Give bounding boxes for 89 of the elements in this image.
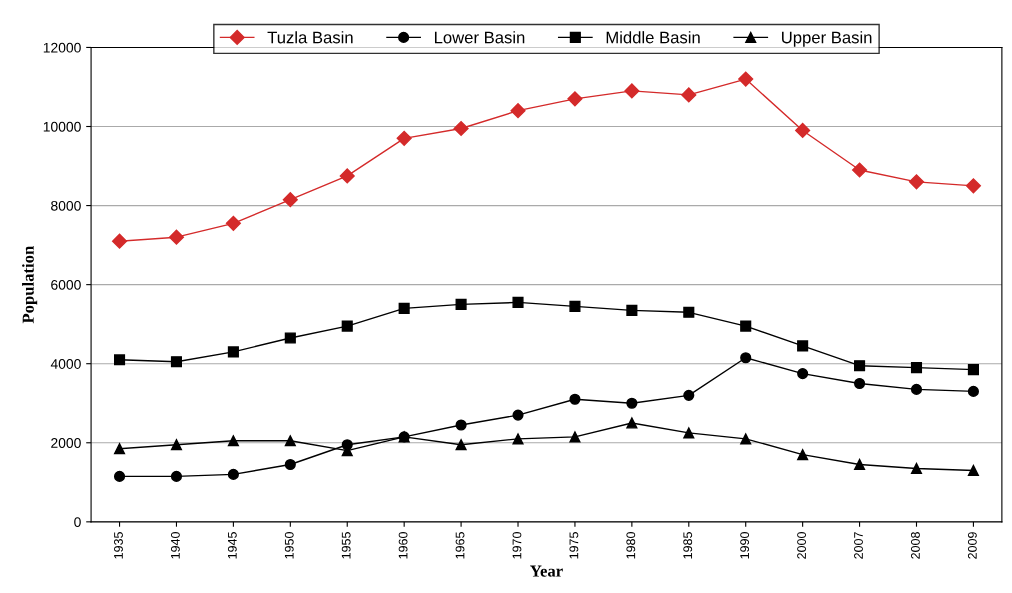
legend-label: Tuzla Basin xyxy=(267,31,353,44)
point xyxy=(170,439,183,451)
point xyxy=(512,296,524,308)
point xyxy=(569,300,581,312)
point xyxy=(284,435,296,447)
point xyxy=(341,320,353,332)
point xyxy=(455,419,467,431)
x-tick-label: 1985 xyxy=(683,532,693,559)
point xyxy=(967,385,979,397)
x-tick-label: 2000 xyxy=(797,532,806,559)
x-tick-label: 1975 xyxy=(569,532,579,559)
x-tick-label: 2007 xyxy=(854,532,863,559)
y-tick-label: 0 xyxy=(74,517,81,528)
point xyxy=(453,120,469,137)
point xyxy=(339,168,355,184)
point xyxy=(227,346,239,358)
point xyxy=(683,427,695,439)
y-tick-label: 2000 xyxy=(51,438,81,448)
point xyxy=(967,364,979,376)
point xyxy=(797,340,809,352)
point xyxy=(626,304,638,316)
y-tick-label: 6000 xyxy=(51,279,81,290)
point xyxy=(455,439,467,451)
y-axis-title: Population xyxy=(22,245,38,324)
point xyxy=(624,83,640,99)
x-tick-label: 1965 xyxy=(455,532,465,559)
point xyxy=(567,91,583,107)
point xyxy=(512,433,524,445)
point xyxy=(113,443,126,455)
point xyxy=(797,449,809,461)
x-tick-label: 1960 xyxy=(398,532,408,559)
x-tick-label: 1970 xyxy=(512,532,522,559)
point xyxy=(398,302,410,314)
point xyxy=(795,122,811,139)
point xyxy=(396,130,412,146)
point xyxy=(738,71,754,87)
point xyxy=(111,233,128,249)
point xyxy=(851,162,868,178)
point xyxy=(569,393,581,405)
point xyxy=(740,352,752,364)
point xyxy=(284,332,296,344)
point xyxy=(740,433,752,445)
point xyxy=(740,320,752,332)
point xyxy=(908,174,925,190)
point xyxy=(683,389,695,401)
point xyxy=(910,362,923,374)
x-tick-label: 1935 xyxy=(114,532,123,559)
x-tick-label: 1945 xyxy=(227,532,237,559)
point xyxy=(854,360,866,372)
point xyxy=(284,458,296,471)
point xyxy=(854,458,866,471)
point xyxy=(282,192,298,208)
legend-label: Middle Basin xyxy=(606,31,700,44)
point xyxy=(455,298,467,310)
point xyxy=(170,470,183,482)
x-tick-label: 1940 xyxy=(170,532,180,559)
point xyxy=(512,409,524,421)
x-tick-label: 1980 xyxy=(626,532,636,559)
point xyxy=(510,103,526,119)
x-tick-label: 1955 xyxy=(341,532,351,559)
point xyxy=(854,377,866,390)
point xyxy=(569,431,581,443)
point xyxy=(626,397,638,409)
point xyxy=(225,215,241,231)
point xyxy=(683,306,695,318)
point xyxy=(168,229,185,245)
point xyxy=(227,468,239,480)
x-tick-label: 2008 xyxy=(911,532,920,559)
legend-label: Upper Basin xyxy=(782,31,872,47)
point xyxy=(967,464,979,477)
y-tick-label: 10000 xyxy=(43,121,81,132)
point xyxy=(681,87,697,103)
y-tick-label: 12000 xyxy=(43,42,81,53)
point xyxy=(910,383,923,395)
point xyxy=(965,178,981,194)
point xyxy=(797,368,809,380)
y-tick-label: 8000 xyxy=(51,200,81,211)
point xyxy=(113,470,126,482)
x-tick-label: 1950 xyxy=(284,532,294,559)
point xyxy=(170,356,183,368)
point xyxy=(227,435,239,447)
point xyxy=(113,354,126,366)
point xyxy=(910,462,923,475)
x-axis-title: Year xyxy=(530,565,563,577)
y-tick-label: 4000 xyxy=(50,359,81,369)
x-tick-label: 1990 xyxy=(740,532,750,559)
point xyxy=(626,417,638,429)
x-tick-label: 2009 xyxy=(967,532,977,559)
legend-label: Lower Basin xyxy=(434,31,525,44)
